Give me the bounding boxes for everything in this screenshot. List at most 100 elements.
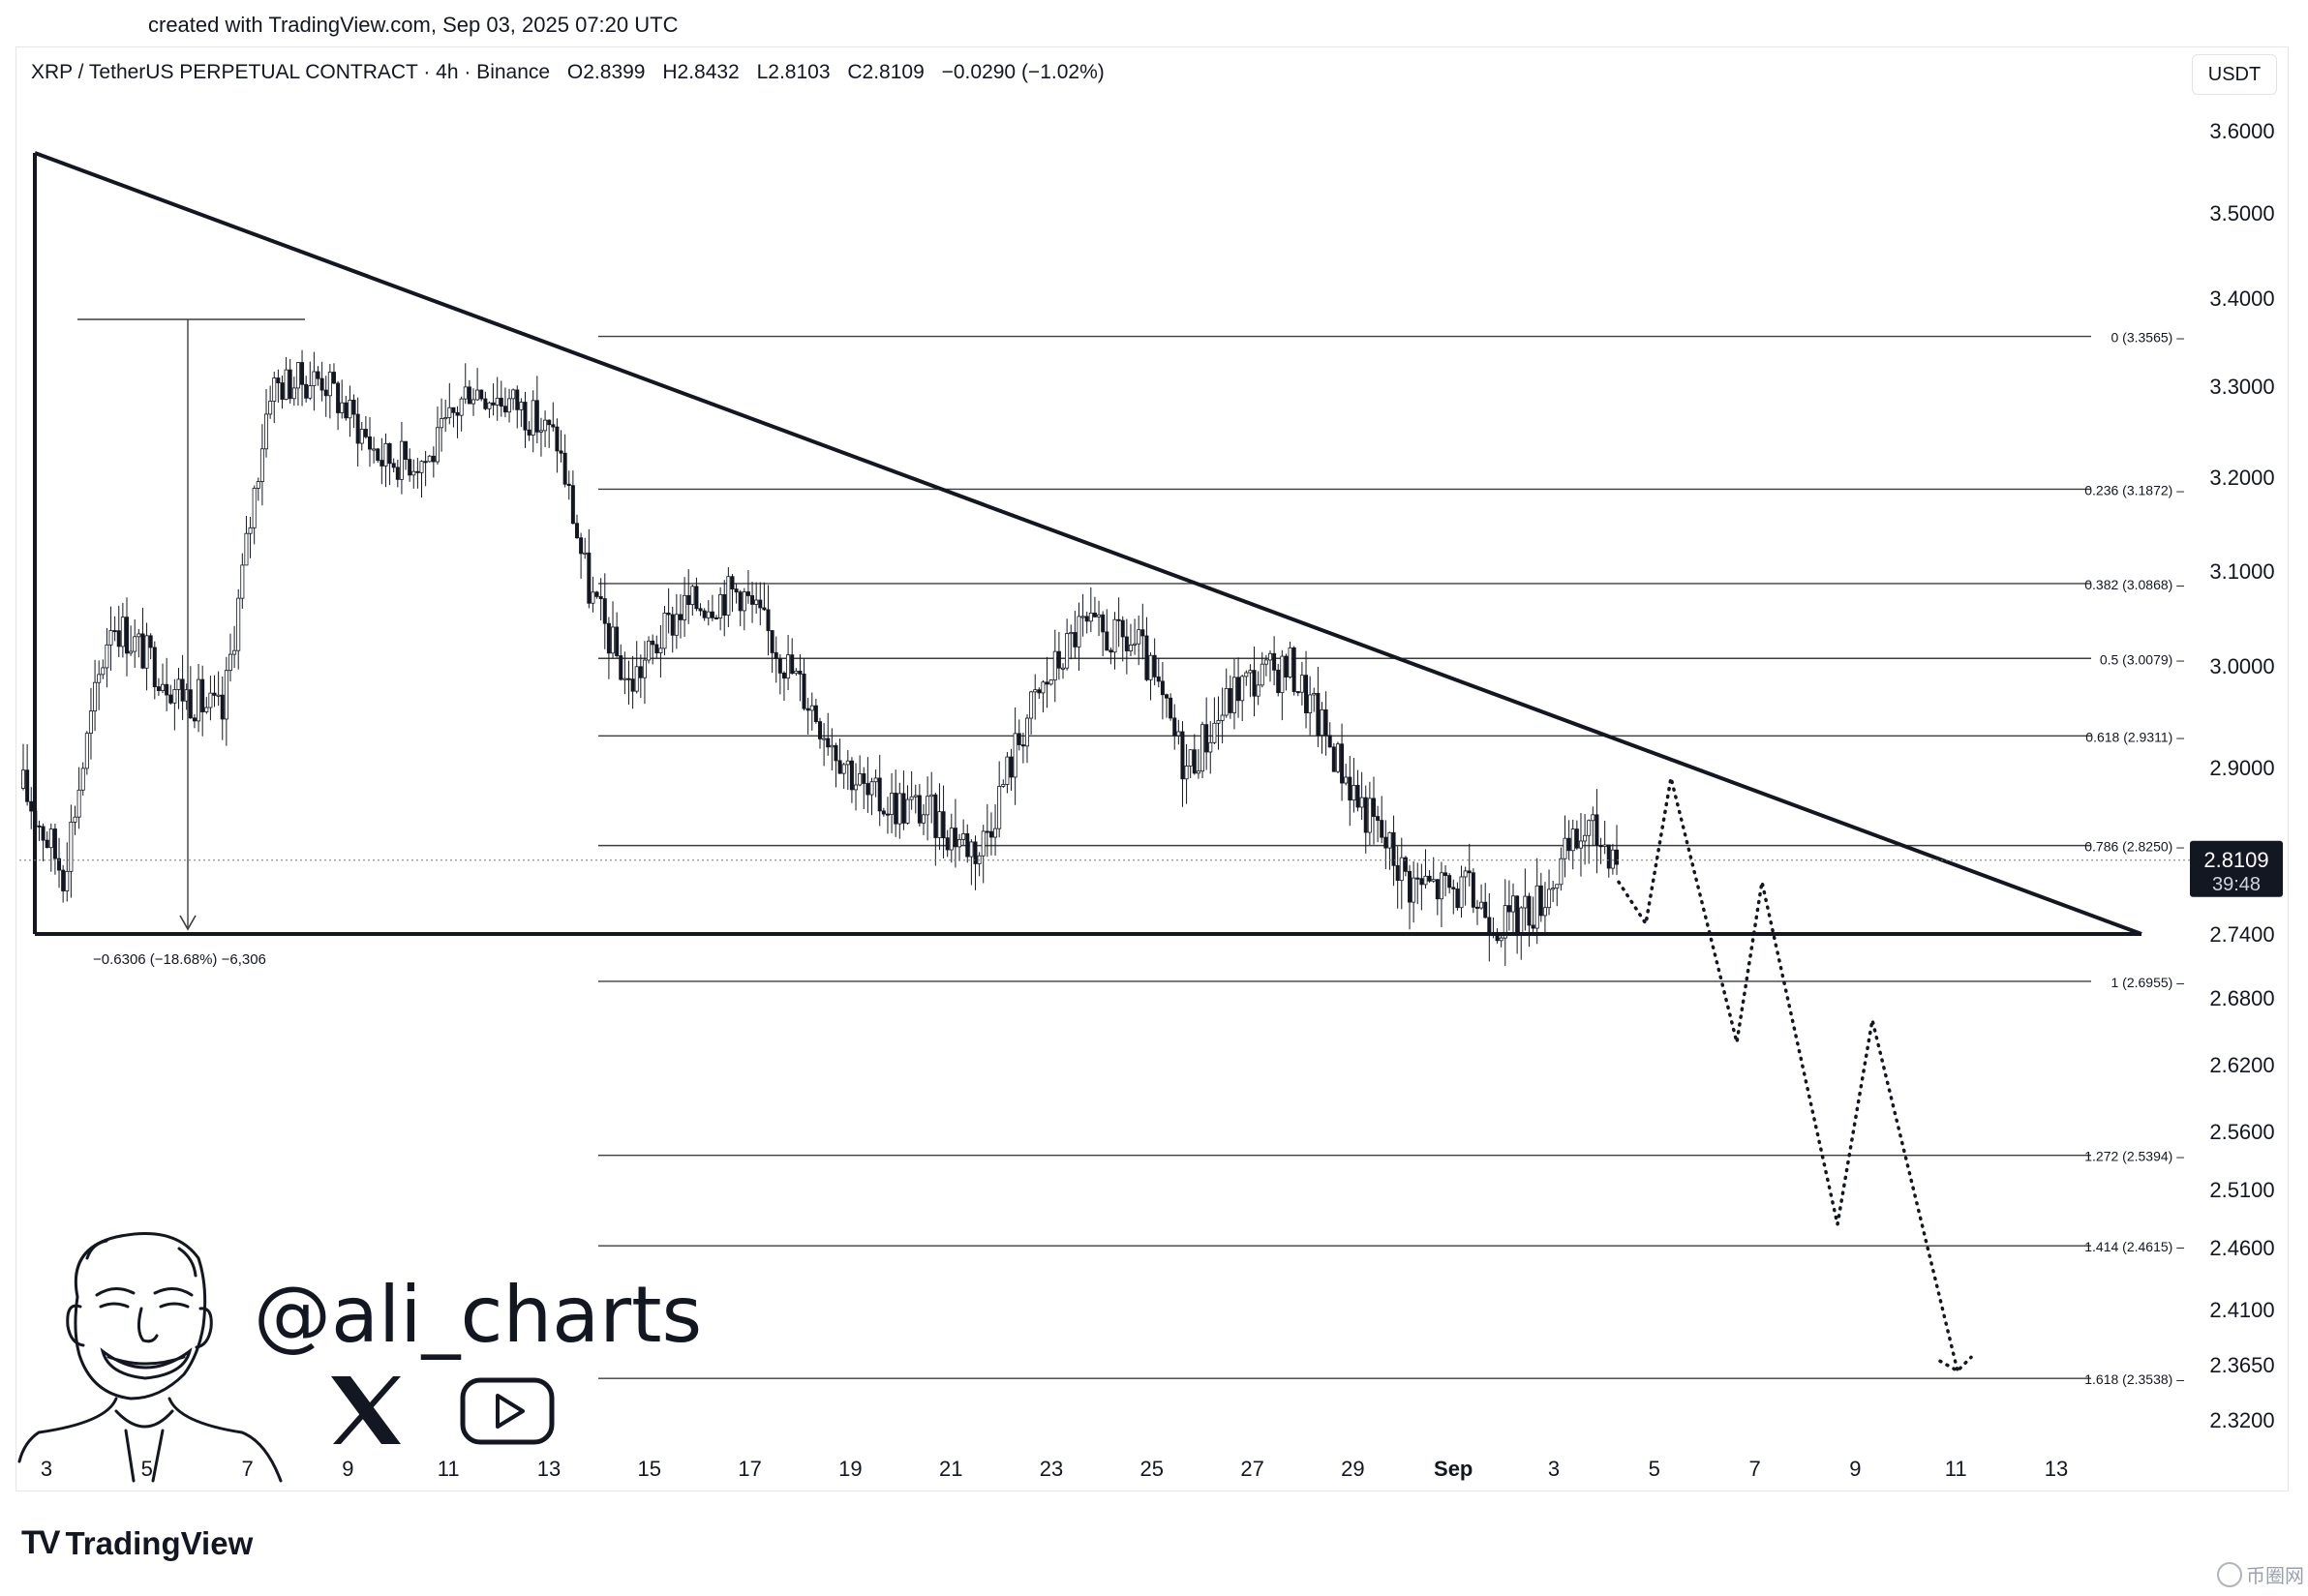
candle-down [1073,632,1078,647]
candle-up [1547,888,1552,909]
candle-up [76,789,81,818]
candle-down [1152,654,1157,678]
candle-up [1412,877,1416,903]
candle-up [674,614,679,636]
tradingview-logo[interactable]: TV TradingView [21,1524,253,1562]
candle-down [574,523,579,539]
candle-down [837,760,842,774]
candle-up [543,419,548,432]
y-tick-label: 2.9000 [2209,756,2274,780]
candle-up [1052,650,1057,680]
candle-up [1587,820,1592,836]
candle-down [885,813,890,816]
candle-up [905,798,910,824]
candle-up [1048,679,1053,685]
candle-up [204,707,209,712]
candle-up [1523,895,1528,909]
candle-up [1212,722,1217,743]
candle-up [1359,797,1364,808]
candle-up [841,764,846,774]
candle-down [651,640,655,646]
candle-down [1538,885,1543,917]
y-tick-label: 3.6000 [2209,119,2274,143]
candle-down [1169,697,1173,719]
candle-up [634,666,639,692]
candle-down [220,694,225,720]
candle-up [1244,672,1249,678]
candle-up [1570,828,1575,852]
candle-down [734,588,739,593]
candle-up [993,828,998,838]
watermark-text: 币圈网 [2246,1566,2304,1587]
projection-path [1617,777,1973,1373]
candle-down [29,800,34,812]
candle-up [1024,717,1029,747]
candle-down [483,398,488,409]
candle-down [670,614,675,636]
candle-up [1439,872,1443,900]
candle-down [1408,870,1412,903]
candle-down [1284,655,1289,678]
currency-unit-button[interactable]: USDT [2192,54,2277,95]
candle-down [559,450,563,454]
x-tick-label: 13 [2045,1457,2068,1481]
candle-up [845,760,850,766]
candle-up [1503,905,1507,939]
chart-frame [15,46,2289,1491]
candle-down [188,689,193,719]
candle-down [527,429,531,436]
fib-level-label: 1.414 (2.4615) – [2084,1239,2184,1254]
candle-down [598,595,603,599]
candle-up [1431,879,1436,882]
candle-down [1291,647,1296,692]
candle-down [523,402,528,431]
candle-up [1240,676,1245,702]
candle-down [834,744,838,762]
candle-up [240,564,245,599]
candle-down [1228,688,1232,713]
x-tick-label: Sep [1434,1457,1473,1481]
candle-up [1184,766,1189,780]
youtube-icon[interactable] [460,1377,555,1445]
candle-up [88,710,93,735]
candle-up [1260,663,1264,686]
candle-up [1097,614,1102,617]
candle-up [1256,684,1260,697]
candle-up [873,777,878,783]
y-tick-label: 2.6200 [2209,1053,2274,1077]
candle-up [1137,629,1141,645]
candle-down [774,652,778,659]
candle-up [399,440,404,480]
candle-down [1340,743,1345,784]
candle-down [877,777,882,812]
candle-down [985,830,989,833]
y-tick-label: 3.0000 [2209,654,2274,678]
candle-down [1192,749,1197,774]
y-tick-label: 2.5600 [2209,1120,2274,1144]
x-icon[interactable] [331,1376,401,1444]
candle-up [216,694,221,697]
candle-up [264,413,269,450]
candle-down [1487,917,1492,935]
candle-down [570,485,575,525]
projection-arrow-head [1938,1355,1973,1373]
candle-up [718,593,723,618]
candle-up [937,811,942,838]
candle-down [1451,887,1456,889]
candle-down [491,402,496,406]
candle-up [1610,849,1615,869]
candle-up [84,733,89,769]
measure-label: −0.6306 (−18.68%) −6,306 [93,951,266,968]
candle-down [451,407,456,413]
candle-down [316,371,320,379]
candle-up [647,640,652,661]
candle-down [276,377,281,383]
candle-down [1348,776,1352,801]
candle-up [690,586,695,606]
x-tick-label: 7 [241,1457,253,1481]
price-tag-box [2190,840,2283,897]
x-tick-label: 25 [1140,1457,1164,1481]
candle-down [881,810,886,815]
